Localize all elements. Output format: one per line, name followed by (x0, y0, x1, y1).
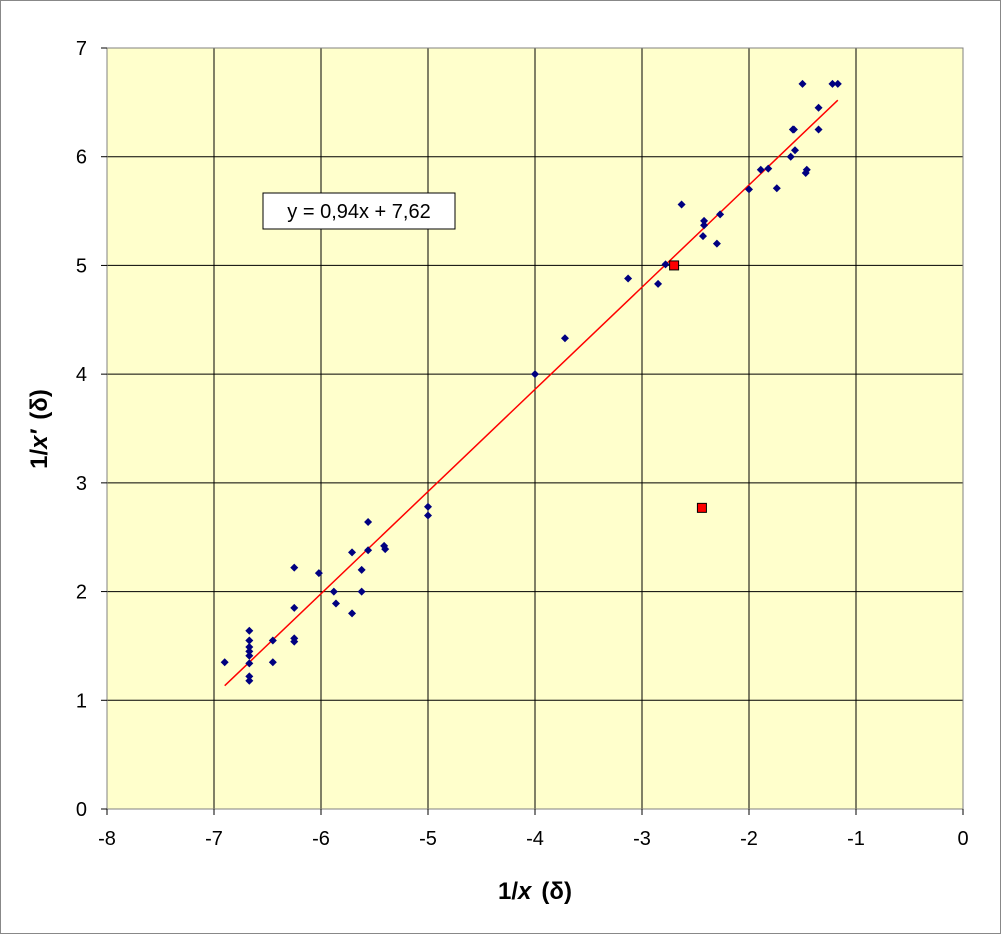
data-point-diamond (772, 184, 781, 193)
x-tick-label: -3 (633, 828, 651, 850)
data-point-diamond (348, 548, 357, 557)
x-tick-label: -7 (205, 828, 223, 850)
y-axis-variable: x′ (26, 428, 53, 450)
x-tick-label: -8 (98, 828, 116, 850)
x-tick-label: 0 (957, 828, 968, 850)
y-tick-label: 1 (76, 690, 87, 712)
data-point-diamond (814, 125, 823, 134)
data-point-diamond (654, 279, 663, 288)
data-point-diamond (700, 221, 709, 230)
data-point-diamond (245, 659, 254, 668)
data-point-diamond (245, 672, 254, 681)
data-point-diamond (245, 647, 254, 656)
x-axis-title: 1/x (δ) (498, 878, 572, 905)
data-point-diamond (245, 643, 254, 652)
x-tick-label: -6 (312, 828, 330, 850)
data-point-diamond (245, 676, 254, 685)
data-point-diamond (677, 200, 686, 209)
data-point-diamond (348, 609, 357, 618)
data-point-diamond (290, 563, 299, 572)
data-point-diamond (424, 511, 432, 520)
x-tick-label: -1 (847, 828, 865, 850)
y-tick-label: 5 (76, 255, 87, 277)
data-point-diamond (268, 636, 277, 645)
data-point-diamond (791, 146, 800, 155)
data-point-square (696, 502, 707, 513)
data-point-diamond (716, 210, 725, 219)
data-point-diamond (364, 546, 373, 555)
data-point-diamond (786, 152, 795, 161)
data-point-diamond (624, 274, 633, 283)
data-point-diamond (329, 587, 338, 596)
data-point-diamond (290, 603, 299, 612)
trendline-group (224, 99, 839, 687)
data-point-diamond (268, 658, 277, 667)
data-point-square (669, 260, 680, 271)
x-tick-label: -4 (526, 828, 544, 850)
x-axis-prefix: 1/ (498, 878, 518, 905)
data-point-diamond (245, 636, 254, 645)
data-point-diamond (700, 216, 709, 225)
data-point-diamond (745, 185, 753, 194)
y-tick-label: 2 (76, 582, 87, 604)
data-point-diamond (814, 103, 823, 112)
data-point-diamond (802, 165, 811, 174)
data-point-diamond (245, 626, 254, 635)
trendline (224, 99, 839, 687)
y-axis-prefix: 1/ (26, 448, 53, 468)
x-axis-unit: (δ) (541, 878, 572, 905)
data-point-diamond (290, 637, 299, 646)
data-point-diamond (357, 587, 366, 596)
y-tick-label: 6 (76, 147, 87, 169)
x-axis-variable: x (516, 878, 533, 905)
data-point-diamond (357, 565, 366, 574)
data-point-diamond (220, 658, 229, 667)
data-point-diamond (756, 165, 765, 174)
equation-label: y = 0,94x + 7,62 (287, 201, 430, 223)
y-tick-label: 0 (76, 799, 87, 821)
data-point-diamond (712, 239, 721, 248)
data-point-diamond (531, 370, 539, 379)
y-tick-label: 4 (76, 364, 87, 386)
y-axis-title: 1/x′ (δ) (26, 389, 53, 469)
data-points (220, 79, 842, 685)
data-point-diamond (828, 79, 837, 88)
x-tick-label: -5 (419, 828, 437, 850)
data-point-diamond (764, 164, 773, 173)
data-point-diamond (560, 334, 569, 343)
data-point-diamond (424, 502, 432, 511)
data-point-diamond (314, 569, 323, 578)
data-point-diamond (789, 125, 798, 134)
data-point-diamond (381, 545, 390, 554)
y-tick-label: 3 (76, 473, 87, 495)
data-point-diamond (661, 260, 670, 269)
data-point-diamond (331, 599, 340, 608)
equation-box: y = 0,94x + 7,62 (262, 192, 456, 230)
data-point-diamond (798, 79, 807, 88)
y-axis-unit: (δ) (26, 389, 53, 420)
data-point-diamond (698, 232, 707, 241)
y-tick-label: 7 (76, 38, 87, 60)
data-point-diamond (245, 651, 254, 660)
data-point-diamond (833, 79, 842, 88)
data-point-diamond (364, 517, 373, 526)
tick-labels: -8 -7 -6 -5 -4 -3 -2 -1 0 0 1 2 3 4 5 6 7 (76, 38, 969, 850)
x-tick-label: -2 (740, 828, 758, 850)
